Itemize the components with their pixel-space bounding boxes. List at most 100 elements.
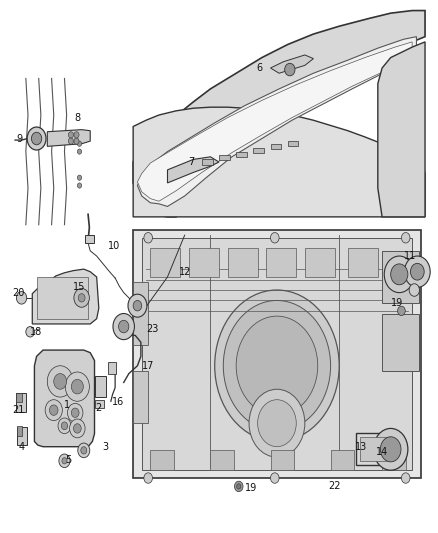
Circle shape [234,481,243,491]
Circle shape [54,374,67,389]
Circle shape [384,256,414,293]
Bar [17,427,27,445]
Circle shape [78,175,81,180]
Circle shape [74,424,81,433]
Polygon shape [32,269,99,324]
Circle shape [16,292,27,304]
Circle shape [68,138,74,144]
Circle shape [74,138,79,144]
Circle shape [391,264,408,285]
Circle shape [58,418,71,434]
Circle shape [61,422,68,430]
Circle shape [285,63,295,76]
Circle shape [71,379,83,394]
Text: 13: 13 [354,442,367,451]
Bar [219,155,230,160]
Text: 10: 10 [108,240,120,251]
Circle shape [78,183,81,188]
Polygon shape [47,130,90,147]
Bar [357,433,389,465]
Circle shape [78,141,81,147]
Bar [348,248,378,277]
Polygon shape [133,230,421,478]
Text: 23: 23 [146,324,159,334]
Text: 22: 22 [328,481,341,491]
Circle shape [78,294,85,302]
Text: 16: 16 [112,397,124,407]
Bar [266,248,296,277]
Circle shape [401,232,410,243]
Circle shape [68,132,74,138]
Bar [95,400,104,408]
Polygon shape [142,238,412,470]
Circle shape [401,473,410,483]
Bar [271,450,294,470]
Circle shape [237,484,241,489]
Text: 19: 19 [391,298,403,308]
Circle shape [374,429,408,470]
Text: 3: 3 [102,442,108,451]
Circle shape [26,327,35,337]
Circle shape [133,301,142,311]
Text: 7: 7 [188,157,194,167]
Polygon shape [138,42,412,201]
Circle shape [67,403,83,422]
Text: 15: 15 [73,282,86,293]
Text: 9: 9 [16,134,22,143]
Circle shape [113,313,134,340]
Text: 8: 8 [74,112,81,123]
Bar [95,376,106,397]
Bar [108,362,116,374]
Text: 17: 17 [142,361,154,371]
Bar [382,313,419,371]
Circle shape [271,232,279,243]
Text: 18: 18 [31,327,42,337]
Circle shape [49,405,58,415]
Bar [382,450,406,470]
Bar [228,248,258,277]
Text: 6: 6 [257,63,263,73]
Text: 5: 5 [66,455,72,465]
Text: 14: 14 [376,447,388,457]
Circle shape [271,473,279,483]
Polygon shape [35,350,95,447]
Polygon shape [271,55,314,73]
Circle shape [32,132,42,145]
Bar [360,437,385,461]
Bar [253,148,264,153]
Text: 21: 21 [12,405,25,415]
Circle shape [74,132,79,138]
Circle shape [71,408,79,417]
Text: 1: 1 [64,400,70,410]
Polygon shape [167,157,219,183]
Bar [36,277,88,319]
Circle shape [409,284,420,296]
Circle shape [78,149,81,154]
Circle shape [78,443,90,458]
Bar [16,393,21,402]
Bar [133,371,148,423]
Bar [331,450,354,470]
Polygon shape [138,37,417,206]
Bar [382,251,419,303]
Bar [210,450,234,470]
Circle shape [128,294,147,317]
Bar [189,248,219,277]
Circle shape [144,473,152,483]
Circle shape [410,263,424,280]
Circle shape [65,372,89,401]
Circle shape [380,437,401,462]
Circle shape [144,232,152,243]
Circle shape [59,454,70,467]
Bar [133,282,148,345]
Polygon shape [133,107,425,217]
Circle shape [62,458,67,464]
Circle shape [81,447,87,454]
Circle shape [398,306,405,316]
Circle shape [119,320,129,333]
Circle shape [215,290,339,441]
Text: 12: 12 [178,266,191,277]
Circle shape [249,389,305,457]
Circle shape [236,316,318,415]
Bar [202,159,212,165]
